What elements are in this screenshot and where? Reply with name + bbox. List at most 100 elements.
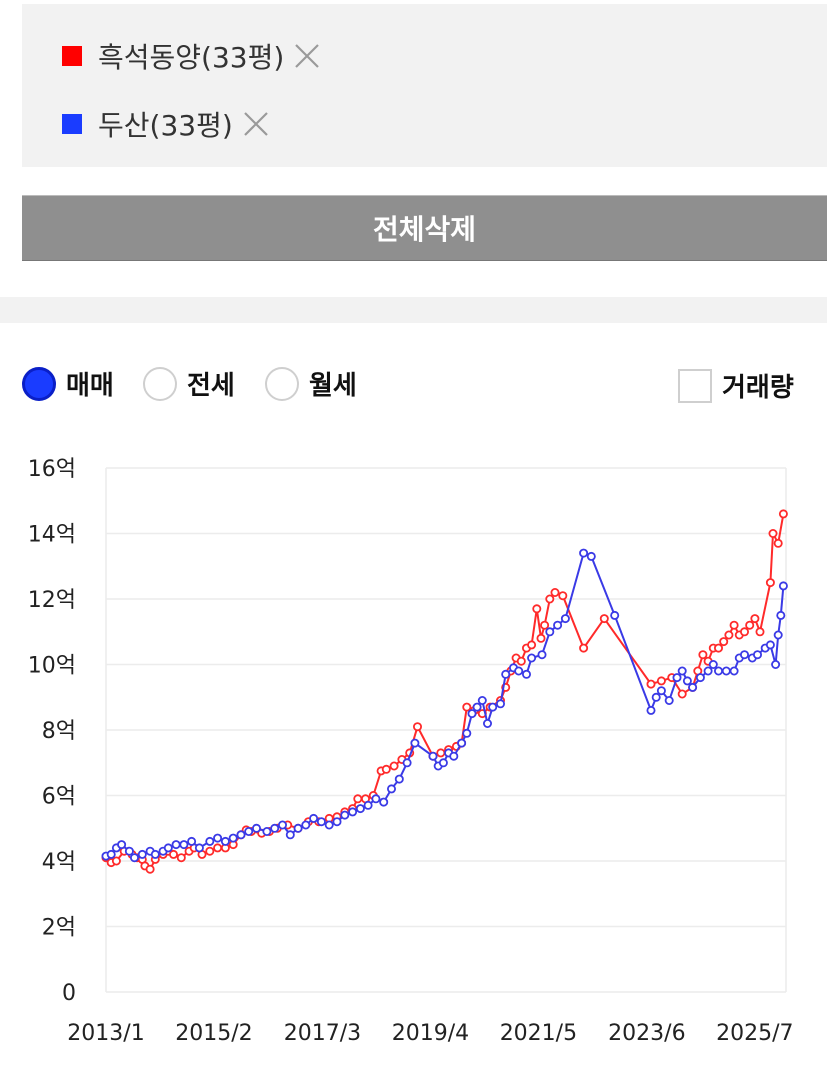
radio-monthly-rent[interactable]: 월세	[265, 365, 357, 402]
data-point	[714, 643, 724, 653]
data-point	[765, 640, 775, 650]
x-tick-label: 2013/1	[67, 1021, 144, 1046]
data-point	[545, 627, 555, 637]
compare-item-label: 흑석동양(33평)	[98, 41, 285, 74]
y-tick-label: 10억	[28, 654, 76, 679]
data-point	[467, 709, 477, 719]
data-point	[698, 650, 708, 660]
data-point	[244, 826, 254, 836]
data-point	[402, 758, 412, 768]
x-tick-label: 2015/2	[175, 1021, 252, 1046]
data-point	[236, 830, 246, 840]
data-point	[176, 853, 186, 863]
data-point	[729, 666, 739, 676]
grid	[105, 467, 787, 993]
x-tick-label: 2025/7	[716, 1021, 793, 1046]
data-point	[251, 823, 261, 833]
data-point	[501, 669, 511, 679]
data-point	[682, 676, 692, 686]
compare-item: 두산(33평)	[62, 104, 271, 144]
y-tick-label: 8억	[42, 719, 76, 744]
data-point	[381, 764, 391, 774]
data-point	[379, 797, 389, 807]
data-point	[532, 604, 542, 614]
data-point	[213, 833, 223, 843]
radio-circle	[143, 366, 177, 401]
radio-circle	[265, 366, 299, 401]
data-point	[651, 692, 661, 702]
data-point	[672, 673, 682, 683]
data-point	[309, 813, 319, 823]
data-point	[610, 610, 620, 620]
data-point	[353, 794, 363, 804]
data-point	[579, 643, 589, 653]
data-point	[586, 551, 596, 561]
data-point	[187, 836, 197, 846]
data-point	[755, 627, 765, 637]
y-tick-label: 14억	[28, 523, 76, 548]
data-point	[472, 702, 482, 712]
y-tick-label: 16억	[28, 457, 76, 482]
data-point	[646, 679, 656, 689]
data-point	[355, 804, 365, 814]
data-point	[340, 810, 350, 820]
y-tick-label: 12억	[28, 588, 76, 613]
checkbox-label: 거래량	[722, 373, 794, 403]
compare-item: 흑석동양(33평)	[62, 36, 322, 76]
data-point	[106, 849, 116, 859]
data-point	[262, 826, 272, 836]
data-point	[438, 758, 448, 768]
data-point	[171, 840, 181, 850]
data-point	[462, 702, 472, 712]
data-point	[656, 676, 666, 686]
data-point	[205, 846, 215, 856]
volume-checkbox[interactable]: 거래량	[678, 367, 794, 404]
data-point	[394, 774, 404, 784]
data-point	[410, 738, 420, 748]
data-point	[579, 548, 589, 558]
data-point	[428, 751, 438, 761]
compare-item-label: 두산(33평)	[98, 109, 233, 142]
data-point	[724, 630, 734, 640]
data-point	[740, 650, 750, 660]
data-point	[537, 650, 547, 660]
data-point	[179, 840, 189, 850]
series-color-swatch	[62, 114, 82, 134]
series	[101, 509, 788, 874]
radio-jeonse[interactable]: 전세	[143, 365, 235, 402]
data-point	[348, 807, 358, 817]
data-point	[449, 751, 459, 761]
radio-label: 전세	[187, 371, 235, 401]
data-point	[688, 682, 698, 692]
radio-sale[interactable]: 매매	[22, 365, 114, 402]
data-point	[750, 614, 760, 624]
x-tick-label: 2023/6	[608, 1021, 685, 1046]
data-point	[324, 820, 334, 830]
close-icon[interactable]	[241, 109, 271, 139]
x-tick-label: 2021/5	[500, 1021, 577, 1046]
data-point	[740, 627, 750, 637]
section-divider	[0, 297, 827, 323]
data-point	[516, 656, 526, 666]
y-tick-label: 2억	[42, 916, 76, 941]
data-point	[522, 669, 532, 679]
data-point	[677, 666, 687, 676]
y-tick-label: 4억	[42, 850, 76, 875]
data-point	[550, 587, 560, 597]
close-icon[interactable]	[292, 41, 322, 71]
data-point	[527, 653, 537, 663]
data-point	[277, 820, 287, 830]
data-point	[457, 738, 467, 748]
data-point	[778, 509, 788, 519]
series-color-swatch	[62, 46, 82, 66]
data-point	[316, 817, 326, 827]
delete-all-button[interactable]: 전체삭제	[22, 195, 827, 261]
data-point	[776, 610, 786, 620]
data-point	[646, 705, 656, 715]
data-point	[332, 817, 342, 827]
data-point	[228, 833, 238, 843]
data-point	[137, 849, 147, 859]
data-point	[560, 614, 570, 624]
x-tick-label: 2019/4	[392, 1021, 469, 1046]
data-point	[194, 843, 204, 853]
